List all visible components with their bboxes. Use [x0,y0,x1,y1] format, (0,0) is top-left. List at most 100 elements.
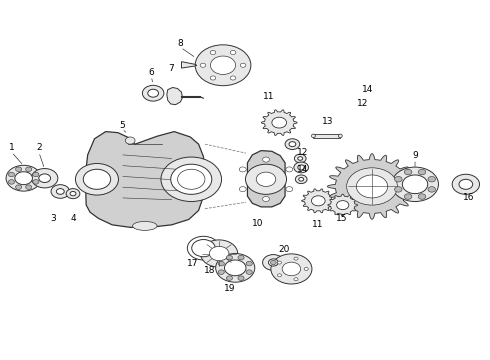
Circle shape [392,167,439,202]
Circle shape [15,172,32,185]
Circle shape [312,196,325,206]
Circle shape [299,177,304,181]
Text: 4: 4 [70,214,76,223]
Circle shape [428,186,436,192]
Circle shape [171,164,212,194]
Circle shape [272,117,287,128]
Circle shape [402,175,428,194]
Circle shape [346,168,397,205]
Circle shape [39,174,50,183]
Circle shape [428,176,436,182]
Circle shape [8,180,15,184]
Circle shape [263,157,270,162]
Circle shape [298,157,303,160]
Text: 3: 3 [50,214,56,223]
Polygon shape [314,134,340,138]
Circle shape [33,172,39,177]
Circle shape [33,180,39,184]
Circle shape [6,165,41,191]
Text: 2: 2 [36,143,42,152]
Circle shape [285,139,300,149]
Text: 6: 6 [148,68,154,77]
Text: 16: 16 [463,193,474,202]
Text: 7: 7 [168,64,173,73]
Circle shape [452,174,480,194]
Text: 17: 17 [187,259,198,268]
Circle shape [218,270,224,274]
Ellipse shape [338,134,342,138]
Circle shape [210,76,216,80]
Circle shape [356,175,388,198]
Circle shape [418,194,426,199]
Circle shape [25,167,32,171]
Circle shape [404,194,412,199]
Text: 14: 14 [363,85,374,94]
Circle shape [226,255,233,260]
Text: 15: 15 [336,214,347,223]
Circle shape [216,253,255,282]
Circle shape [238,276,244,280]
Text: 11: 11 [263,92,274,101]
Circle shape [286,186,293,192]
Text: 12: 12 [357,99,368,108]
Circle shape [83,169,111,189]
Circle shape [70,192,76,196]
Circle shape [239,167,246,172]
Text: 13: 13 [322,117,334,126]
Text: 11: 11 [312,220,323,229]
Circle shape [230,76,236,80]
Circle shape [277,274,282,277]
Polygon shape [247,150,285,207]
Text: 1: 1 [8,143,14,152]
Circle shape [459,179,473,189]
Ellipse shape [133,221,157,230]
Circle shape [394,176,402,182]
Circle shape [31,168,58,188]
Polygon shape [167,87,182,105]
Circle shape [404,169,412,175]
Circle shape [75,163,119,195]
Circle shape [294,154,306,163]
Circle shape [270,260,276,265]
Circle shape [294,257,298,260]
Text: 12: 12 [297,148,308,157]
Circle shape [240,63,246,67]
Circle shape [337,201,349,210]
Circle shape [245,164,287,194]
Circle shape [246,270,252,274]
Ellipse shape [312,134,316,138]
Circle shape [282,262,301,276]
Circle shape [51,185,70,198]
Circle shape [25,185,32,189]
Circle shape [271,254,312,284]
Circle shape [294,278,298,281]
Text: 10: 10 [252,219,264,228]
Text: 5: 5 [119,121,125,130]
Circle shape [226,276,233,280]
Circle shape [177,169,205,189]
Text: 8: 8 [178,39,183,48]
Circle shape [286,167,293,172]
Polygon shape [302,189,335,213]
Circle shape [200,240,238,267]
Circle shape [143,85,164,101]
Circle shape [256,172,276,186]
Circle shape [195,45,251,86]
Circle shape [66,189,80,199]
Circle shape [239,186,246,192]
Circle shape [304,267,308,270]
Text: 9: 9 [412,151,418,160]
Polygon shape [261,110,297,135]
Circle shape [56,189,64,194]
Circle shape [192,239,215,257]
Polygon shape [328,194,358,216]
Circle shape [224,260,246,276]
Circle shape [148,89,159,97]
Circle shape [418,169,426,175]
Text: 20: 20 [278,246,290,255]
Circle shape [394,186,402,192]
Circle shape [16,167,22,171]
Polygon shape [327,154,417,219]
Circle shape [269,259,278,266]
Circle shape [238,255,244,260]
